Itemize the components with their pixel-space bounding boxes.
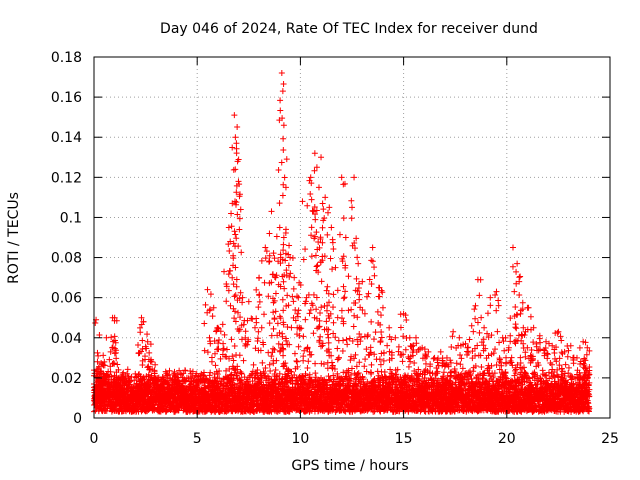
data-point — [128, 373, 135, 380]
data-point — [163, 407, 170, 414]
data-point — [115, 366, 122, 373]
data-point — [470, 368, 477, 375]
data-point — [124, 366, 131, 373]
data-point — [120, 369, 127, 376]
data-point — [166, 367, 173, 374]
data-point — [176, 367, 183, 374]
data-point — [207, 369, 214, 376]
data-point — [272, 367, 279, 374]
data-point — [491, 370, 498, 377]
data-point — [187, 367, 194, 374]
data-point — [312, 370, 319, 377]
data-points — [91, 70, 593, 415]
data-point — [267, 367, 274, 374]
grid-lines — [94, 57, 610, 418]
chart-title: Day 046 of 2024, Rate Of TEC Index for r… — [160, 21, 538, 37]
